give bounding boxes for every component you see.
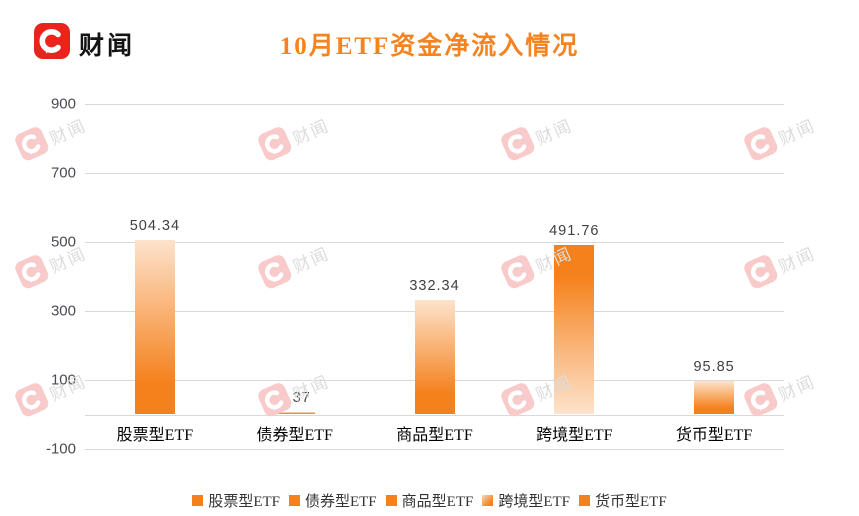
y-axis-tick-900: 900 [50, 95, 76, 113]
data-label-跨境型ETF: 491.76 [549, 222, 600, 239]
data-label-商品型ETF: 332.34 [409, 277, 460, 294]
y-axis-tick--100: -100 [45, 440, 76, 458]
y-axis-tick-100: 100 [50, 371, 76, 389]
legend-item-商品型ETF: 商品型ETF [385, 490, 474, 511]
gridline-500 [85, 241, 784, 243]
legend-label: 商品型ETF [401, 494, 474, 510]
caiwen-logo-icon [33, 22, 71, 65]
chart-legend: 股票型ETF 债券型ETF 商品型ETF 跨境型ETF 货币型ETF [0, 490, 859, 511]
bar-商品型ETF [414, 299, 455, 415]
y-axis-tick-700: 700 [50, 164, 76, 182]
x-axis-label-跨境型ETF: 跨境型ETF [536, 427, 613, 444]
data-label-债券型ETF: 6.37 [278, 390, 311, 407]
x-axis-line [85, 414, 784, 416]
x-axis-label-商品型ETF: 商品型ETF [396, 427, 473, 444]
x-axis-label-货币型ETF: 货币型ETF [675, 427, 753, 444]
page-title: 10月ETF资金净流入情况 [279, 33, 580, 60]
legend-swatch-icon [482, 495, 494, 506]
legend-swatch-icon [579, 495, 590, 506]
legend-label: 债券型ETF [304, 494, 377, 510]
x-axis-label-股票型ETF: 股票型ETF [116, 427, 194, 444]
gridline--100 [85, 449, 784, 451]
y-axis-tick-500: 500 [50, 233, 76, 251]
legend-swatch-icon [288, 495, 300, 506]
legend-label: 货币型ETF [595, 494, 667, 510]
y-axis-tick-300: 300 [50, 302, 76, 320]
legend-swatch-icon [192, 495, 204, 506]
x-axis-label-债券型ETF: 债券型ETF [256, 427, 333, 444]
gridline-900 [85, 103, 784, 105]
legend-item-股票型ETF: 股票型ETF [192, 490, 280, 511]
legend-item-货币型ETF: 货币型ETF [579, 490, 667, 511]
bar-股票型ETF [134, 240, 175, 415]
brand-logo: 财闻 [33, 22, 135, 65]
gridline-700 [85, 172, 784, 174]
legend-item-债券型ETF: 债券型ETF [288, 490, 377, 511]
legend-label: 跨境型ETF [498, 494, 570, 510]
bar-债券型ETF [274, 412, 315, 415]
brand-name: 财闻 [79, 32, 136, 60]
legend-label: 股票型ETF [208, 494, 280, 510]
legend-item-跨境型ETF: 跨境型ETF [482, 490, 570, 511]
legend-swatch-icon [385, 495, 397, 506]
data-label-股票型ETF: 504.34 [129, 218, 181, 235]
bar-货币型ETF [694, 381, 735, 415]
data-label-货币型ETF: 95.85 [693, 359, 735, 376]
bar-跨境型ETF [554, 244, 595, 415]
